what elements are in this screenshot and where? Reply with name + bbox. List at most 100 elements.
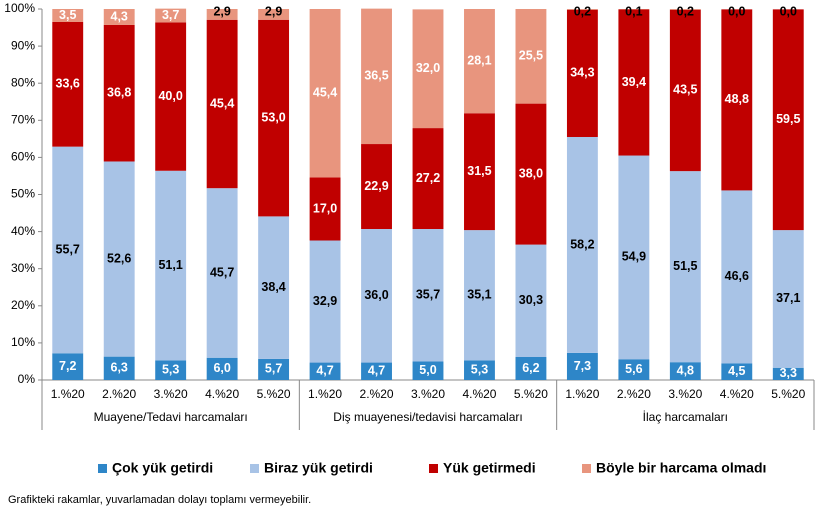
legend-swatch — [429, 464, 438, 473]
bar-segment — [155, 8, 187, 23]
bar-segment — [669, 171, 701, 363]
x-tick-label: 4.%20 — [205, 387, 239, 401]
value-label: 55,7 — [56, 242, 80, 256]
bar-segment — [155, 22, 187, 171]
value-label: 27,2 — [416, 171, 440, 185]
y-tick-label: 40% — [11, 224, 35, 238]
value-label: 4,7 — [368, 364, 385, 378]
value-label: 5,3 — [471, 362, 488, 376]
value-label: 6,2 — [522, 361, 539, 375]
bar-segment — [412, 9, 444, 129]
x-tick-label: 5.%20 — [771, 387, 805, 401]
bar-segment — [412, 229, 444, 362]
value-label: 5,7 — [265, 362, 282, 376]
x-tick-label: 5.%20 — [514, 387, 548, 401]
group-label: İlaç harcamaları — [643, 410, 728, 424]
value-label: 3,5 — [59, 8, 76, 22]
bar-segment — [206, 188, 238, 358]
bar-segment — [258, 216, 290, 359]
value-label: 53,0 — [261, 110, 285, 124]
bar-segment — [772, 9, 804, 231]
bar-segment — [566, 352, 598, 380]
value-label: 34,3 — [570, 66, 594, 80]
bar-segment — [52, 146, 84, 354]
bar-segment — [721, 9, 753, 191]
bar-segment — [52, 21, 84, 147]
bar-segment — [309, 177, 341, 241]
bar-segment — [464, 230, 495, 361]
value-label: 22,9 — [364, 179, 388, 193]
value-label: 4,8 — [677, 363, 694, 377]
bar-segment — [618, 359, 650, 380]
x-tick-label: 2.%20 — [102, 387, 136, 401]
bar-segment — [515, 356, 547, 380]
bar-segment — [566, 136, 598, 353]
value-label: 38,4 — [261, 280, 285, 294]
value-label: 35,1 — [467, 288, 491, 302]
bar-segment — [464, 360, 495, 380]
value-label: 0,2 — [574, 4, 591, 18]
value-label: 33,6 — [56, 77, 80, 91]
y-tick-label: 60% — [11, 150, 35, 164]
y-tick-label: 10% — [11, 335, 35, 349]
value-label: 5,0 — [419, 363, 436, 377]
bar-segment — [258, 19, 290, 217]
y-tick-label: 20% — [11, 298, 35, 312]
bar-segment — [772, 367, 804, 380]
y-tick-label: 50% — [11, 187, 35, 201]
value-label: 0,2 — [677, 4, 694, 18]
value-label: 51,5 — [673, 259, 697, 273]
y-tick-label: 100% — [4, 1, 35, 15]
value-label: 4,7 — [316, 364, 333, 378]
value-label: 39,4 — [622, 75, 646, 89]
x-tick-label: 3.%20 — [154, 387, 188, 401]
group-label: Diş muayenesi/tedavisi harcamaları — [333, 410, 522, 424]
bar-segment — [566, 9, 598, 137]
x-tick-label: 4.%20 — [462, 387, 496, 401]
value-label: 6,0 — [213, 361, 230, 375]
bar-segment — [721, 363, 753, 380]
bar-segment — [103, 9, 135, 25]
value-label: 58,2 — [570, 237, 594, 251]
legend-label: Böyle bir harcama olmadı — [596, 460, 766, 476]
value-label: 17,0 — [313, 201, 337, 215]
value-label: 6,3 — [111, 361, 128, 375]
value-label: 25,5 — [519, 49, 543, 63]
bar-segment — [772, 230, 804, 368]
value-label: 7,3 — [574, 359, 591, 373]
bar-segment — [464, 113, 495, 231]
value-label: 59,5 — [776, 112, 800, 126]
bar-segment — [309, 240, 341, 363]
value-label: 32,9 — [313, 294, 337, 308]
bar-segment — [309, 362, 341, 380]
legend-swatch — [98, 464, 107, 473]
x-tick-label: 5.%20 — [257, 387, 291, 401]
y-tick-label: 80% — [11, 75, 35, 89]
value-label: 32,0 — [416, 61, 440, 75]
value-label: 2,9 — [213, 4, 230, 18]
value-label: 3,3 — [780, 366, 797, 380]
x-tick-label: 3.%20 — [411, 387, 445, 401]
value-label: 54,9 — [622, 250, 646, 264]
x-tick-label: 1.%20 — [308, 387, 342, 401]
x-tick-label: 2.%20 — [617, 387, 651, 401]
value-label: 3,7 — [162, 8, 179, 22]
bar-segment — [515, 103, 547, 245]
bar-segment — [618, 155, 650, 360]
bar-segment — [361, 362, 392, 380]
bar-segment — [206, 357, 238, 380]
bar-segment — [669, 9, 701, 10]
bar-segment — [515, 244, 547, 357]
value-label: 36,8 — [107, 86, 131, 100]
value-label: 51,1 — [158, 258, 182, 272]
bar-segment — [258, 9, 290, 20]
legend-label: Yük getirmedi — [443, 460, 536, 476]
bar-segment — [464, 9, 495, 114]
bar-segment — [669, 362, 701, 380]
bar-segment — [515, 9, 547, 104]
legend-swatch — [582, 464, 591, 473]
x-tick-label: 2.%20 — [360, 387, 394, 401]
x-tick-label: 4.%20 — [720, 387, 754, 401]
value-label: 4,3 — [111, 9, 128, 23]
